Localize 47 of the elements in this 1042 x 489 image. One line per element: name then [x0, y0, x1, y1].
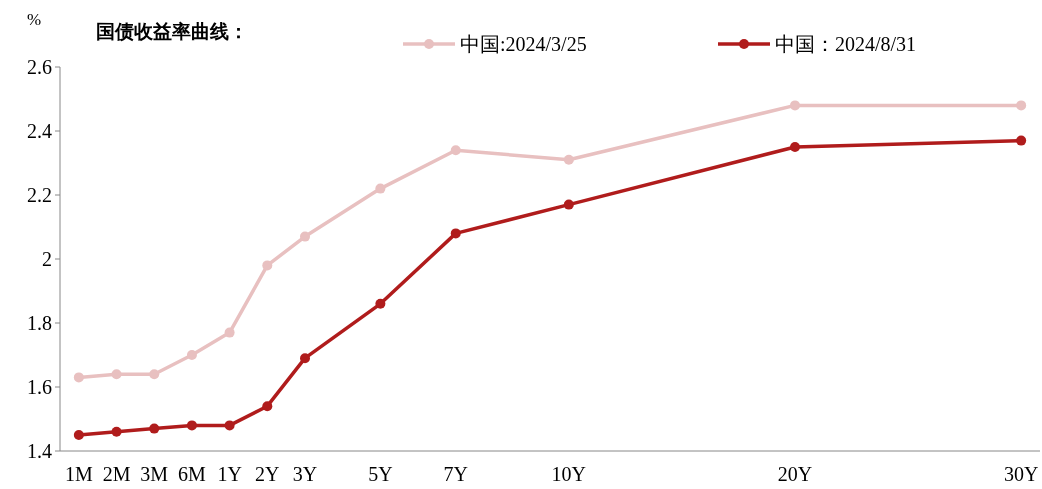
- point: [375, 298, 386, 309]
- x-tick-label: 1M: [64, 463, 93, 485]
- point: [186, 350, 197, 360]
- point: [300, 231, 310, 242]
- point: [73, 430, 84, 440]
- y-tick-label: 2.4: [27, 120, 52, 142]
- y-tick-label: 2: [42, 248, 52, 270]
- y-tick-label: 2.6: [27, 56, 52, 78]
- x-tick-label: 2M: [102, 463, 131, 485]
- x-tick-label: 1Y: [217, 463, 242, 485]
- x-tick-label: 2Y: [255, 463, 280, 485]
- point: [73, 372, 84, 383]
- point: [450, 145, 461, 156]
- point: [790, 142, 800, 152]
- y-tick-label: 1.4: [27, 440, 52, 462]
- y-tick-label: 2.2: [27, 184, 52, 206]
- x-tick-label: 6M: [178, 463, 207, 485]
- point: [1016, 135, 1027, 146]
- point: [375, 183, 386, 194]
- point: [262, 401, 273, 412]
- x-tick-label: 3M: [140, 463, 169, 485]
- x-tick-label: 20Y: [777, 463, 813, 485]
- point: [111, 426, 122, 437]
- x-tick-label: 10Y: [551, 463, 587, 485]
- point: [186, 420, 197, 431]
- point: [790, 100, 800, 111]
- point: [111, 369, 122, 380]
- point: [450, 228, 461, 239]
- legend-label: 中国：2024/8/31: [775, 33, 917, 55]
- point: [563, 154, 574, 165]
- point: [224, 327, 235, 338]
- point: [149, 369, 160, 380]
- y-axis-title: %: [26, 10, 42, 29]
- point: [300, 353, 310, 364]
- x-tick-label: 3Y: [292, 463, 318, 485]
- x-tick-label: 5Y: [368, 463, 393, 485]
- legend-label: 中国:2024/3/25: [460, 33, 587, 55]
- point: [224, 420, 235, 431]
- point: [1016, 100, 1027, 111]
- y-tick-label: 1.6: [27, 376, 52, 398]
- point: [563, 199, 574, 210]
- x-tick-label: 30Y: [1003, 463, 1039, 485]
- point: [149, 423, 160, 434]
- point: [262, 260, 273, 271]
- chart-title: 国债收益率曲线：: [96, 20, 248, 42]
- x-tick-label: 7Y: [443, 463, 468, 485]
- y-tick-label: 1.8: [27, 312, 52, 334]
